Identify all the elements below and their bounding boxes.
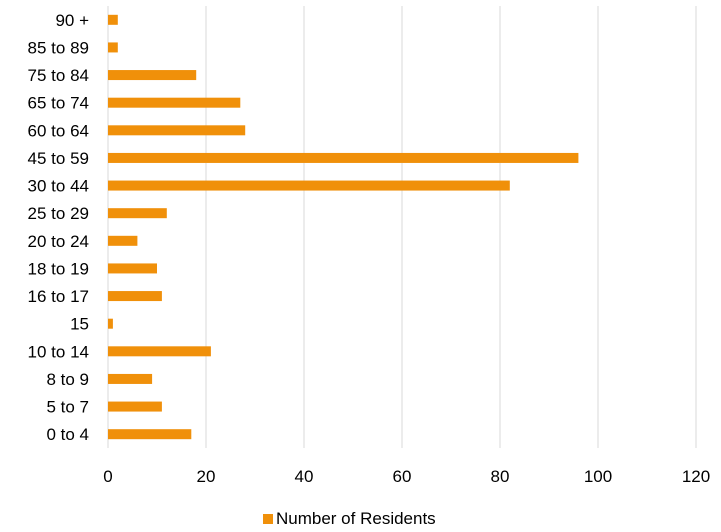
y-tick-label: 30 to 44 [28,177,89,196]
y-tick-label: 8 to 9 [46,370,89,389]
legend-label: Number of Residents [276,509,436,528]
x-tick-label: 60 [393,467,412,486]
bar [108,125,246,136]
x-tick-label: 100 [584,467,612,486]
y-tick-label: 60 to 64 [28,121,89,140]
bar [108,235,138,246]
y-tick-label: 45 to 59 [28,149,89,168]
x-tick-label: 120 [682,467,710,486]
bar [108,97,241,108]
bars [108,14,579,440]
bar [108,318,113,329]
y-tick-label: 85 to 89 [28,38,89,57]
y-tick-label: 20 to 24 [28,232,89,251]
bar [108,373,153,384]
legend-swatch [263,514,273,524]
x-tick-label: 40 [295,467,314,486]
bar [108,70,197,81]
y-tick-label: 0 to 4 [46,425,89,444]
y-tick-label: 90 + [55,11,89,30]
y-tick-label: 25 to 29 [28,204,89,223]
y-tick-label: 16 to 17 [28,287,89,306]
bar [108,401,162,412]
bar [108,180,510,191]
bar [108,14,118,25]
bar [108,42,118,53]
y-tick-label: 65 to 74 [28,94,89,113]
bar [108,291,162,302]
category-axis-labels: 0 to 4 5 to 7 8 to 9 10 to 14 15 16 to 17 18 t… [28,11,90,444]
x-tick-label: 80 [491,467,510,486]
value-axis-labels: 0 20 40 60 80 100 120 [103,467,710,486]
y-tick-label: 75 to 84 [28,66,89,85]
x-tick-label: 20 [197,467,216,486]
bar [108,208,167,219]
x-tick-label: 0 [103,467,112,486]
y-tick-label: 18 to 19 [28,259,89,278]
bar [108,429,192,440]
gridlines [107,6,697,448]
y-tick-label: 5 to 7 [46,398,89,417]
y-tick-label: 10 to 14 [28,342,89,361]
bar [108,152,579,163]
legend: Number of Residents [263,509,436,528]
y-tick-label: 15 [70,315,89,334]
bar [108,346,211,357]
bar [108,263,157,274]
